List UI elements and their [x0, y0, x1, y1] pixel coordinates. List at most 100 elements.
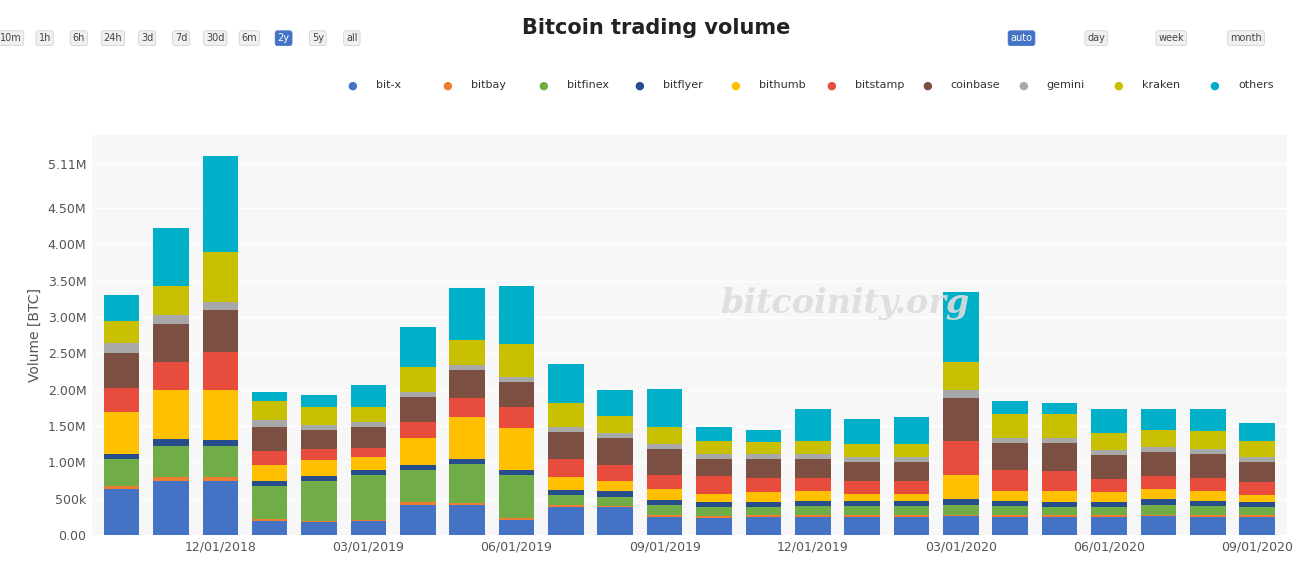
- Bar: [499, 475, 534, 519]
- Bar: [1190, 501, 1225, 506]
- Text: ●: ●: [1018, 80, 1028, 91]
- Bar: [1190, 454, 1225, 477]
- Bar: [943, 514, 978, 516]
- Bar: [252, 519, 288, 520]
- Bar: [548, 507, 584, 535]
- Bar: [400, 502, 436, 505]
- Bar: [351, 520, 386, 522]
- Bar: [301, 482, 337, 520]
- Bar: [696, 494, 731, 502]
- Bar: [499, 428, 534, 470]
- Bar: [844, 462, 880, 480]
- Bar: [449, 288, 484, 340]
- Bar: [202, 480, 238, 535]
- Bar: [1239, 456, 1275, 462]
- Bar: [1091, 507, 1127, 516]
- Bar: [400, 437, 436, 465]
- Bar: [252, 392, 288, 402]
- Bar: [301, 430, 337, 449]
- Bar: [746, 492, 781, 502]
- Bar: [351, 407, 386, 422]
- Bar: [696, 459, 731, 476]
- Bar: [1190, 492, 1225, 501]
- Text: 30d: 30d: [206, 33, 225, 44]
- Bar: [449, 505, 484, 535]
- Bar: [1091, 492, 1127, 502]
- Text: 5y: 5y: [311, 33, 324, 44]
- Bar: [548, 364, 584, 403]
- Text: 10m: 10m: [0, 33, 21, 44]
- Bar: [993, 437, 1028, 443]
- Bar: [104, 343, 139, 353]
- Bar: [449, 365, 484, 370]
- Bar: [794, 517, 831, 535]
- Bar: [746, 459, 781, 479]
- Bar: [252, 465, 288, 482]
- Bar: [794, 506, 831, 516]
- Bar: [844, 480, 880, 495]
- Bar: [943, 505, 978, 514]
- Bar: [449, 370, 484, 397]
- Text: 6m: 6m: [242, 33, 257, 44]
- Bar: [202, 477, 238, 480]
- Bar: [696, 442, 731, 454]
- Bar: [1141, 505, 1176, 514]
- Bar: [1141, 452, 1176, 476]
- Text: week: week: [1158, 33, 1184, 44]
- Bar: [301, 522, 337, 535]
- Text: others: others: [1238, 80, 1274, 91]
- Bar: [301, 460, 337, 476]
- Bar: [499, 470, 534, 475]
- Bar: [202, 352, 238, 390]
- Bar: [794, 459, 831, 477]
- Bar: [1041, 516, 1078, 517]
- Bar: [351, 448, 386, 457]
- Bar: [647, 505, 683, 516]
- Bar: [1239, 516, 1275, 517]
- Text: all: all: [347, 33, 357, 44]
- Bar: [894, 444, 930, 456]
- Bar: [499, 520, 534, 535]
- Bar: [993, 516, 1028, 517]
- Bar: [993, 501, 1028, 506]
- Bar: [746, 517, 781, 535]
- Bar: [696, 502, 731, 507]
- Bar: [400, 367, 436, 392]
- Bar: [548, 432, 584, 459]
- Bar: [1239, 482, 1275, 495]
- Bar: [696, 516, 731, 517]
- Bar: [154, 323, 189, 362]
- Bar: [400, 465, 436, 470]
- Bar: [993, 414, 1028, 437]
- Bar: [1091, 433, 1127, 450]
- Bar: [746, 507, 781, 516]
- Text: day: day: [1087, 33, 1106, 44]
- Bar: [647, 500, 683, 505]
- Bar: [548, 459, 584, 477]
- Bar: [993, 470, 1028, 491]
- Bar: [597, 492, 633, 496]
- Bar: [202, 390, 238, 440]
- Bar: [499, 344, 534, 377]
- Bar: [597, 506, 633, 507]
- Bar: [252, 420, 288, 427]
- Bar: [746, 430, 781, 442]
- Bar: [104, 486, 139, 489]
- Bar: [301, 476, 337, 482]
- Bar: [548, 477, 584, 490]
- Bar: [647, 517, 683, 535]
- Text: bithumb: bithumb: [759, 80, 806, 91]
- Bar: [154, 315, 189, 323]
- Bar: [746, 516, 781, 517]
- Bar: [696, 517, 731, 535]
- Bar: [154, 228, 189, 286]
- Bar: [1141, 409, 1176, 430]
- Bar: [351, 422, 386, 427]
- Bar: [943, 292, 978, 362]
- Bar: [104, 353, 139, 388]
- Bar: [351, 476, 386, 520]
- Bar: [1141, 489, 1176, 499]
- Bar: [449, 464, 484, 503]
- Bar: [1041, 507, 1078, 516]
- Bar: [499, 382, 534, 407]
